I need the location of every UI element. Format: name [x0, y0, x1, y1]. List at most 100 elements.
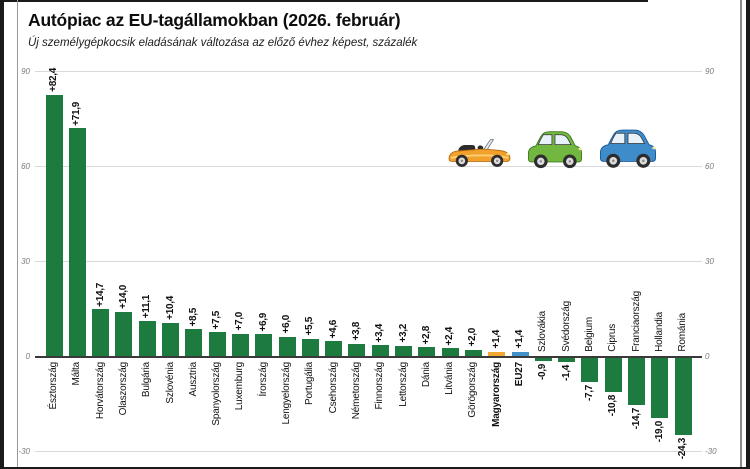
frame-right [746, 0, 750, 469]
y-axis-tick: -30 [705, 447, 717, 456]
bar-category-label: EU27 [514, 362, 525, 387]
bar-value-label: -14,7 [630, 407, 642, 429]
y-axis-tick: 30 [705, 257, 714, 266]
bar [348, 343, 366, 356]
bar-category-label: Magyarország [490, 362, 502, 427]
bar [92, 309, 110, 356]
bar-category-label: Németország [350, 362, 362, 420]
bar-value-label: +10,4 [164, 296, 176, 321]
gridline [35, 261, 702, 262]
bar-category-label: Szlovénia [164, 362, 176, 404]
bar-category-label: Portugália [304, 362, 316, 406]
bar [371, 345, 389, 356]
bar-category-label: Csehország [327, 362, 339, 414]
bar [45, 95, 63, 356]
bar-category-label: Románia [677, 313, 689, 352]
bar-category-label: Litvánia [444, 362, 456, 395]
bar-value-label: +3,4 [374, 323, 386, 343]
bar-category-label: Lettország [397, 362, 409, 407]
bar [604, 358, 622, 393]
bar [185, 329, 203, 356]
bar [441, 348, 459, 356]
bar [115, 311, 133, 356]
bar-category-label: Szlovákia [537, 311, 549, 352]
bar-value-label: +82,4 [48, 68, 59, 93]
frame-bottom [0, 467, 750, 469]
bar [68, 128, 86, 356]
gridline [35, 71, 702, 72]
bar-value-label: +8,5 [187, 307, 199, 327]
bar [581, 358, 599, 383]
bar [395, 345, 412, 356]
bar-value-label: -24,3 [677, 437, 689, 460]
bar-value-label: -1,4 [560, 365, 572, 382]
y-axis-tick: 0 [25, 352, 30, 361]
bar-category-label: Olaszország [117, 362, 129, 416]
bar-value-label: +2,8 [420, 325, 432, 345]
bar [301, 338, 319, 356]
bar [558, 358, 576, 363]
page-subtitle: Új személygépkocsik eladásának változása… [28, 37, 418, 49]
bar [651, 358, 669, 419]
bar-value-label: +14,7 [94, 282, 106, 307]
y-axis-tick: 90 [705, 67, 714, 76]
bar-category-label: Görögország [467, 362, 479, 418]
bar-category-label: Spanyolország [211, 362, 223, 426]
frame-left [0, 0, 4, 469]
bar-category-label: Dánia [420, 362, 432, 388]
bar-category-label: Franciaország [630, 291, 642, 352]
bar-category-label: Észtország [48, 362, 59, 410]
page-title: Autópiac az EU-tagállamokban (2026. febr… [28, 10, 401, 30]
y-axis-tick: 30 [21, 257, 30, 266]
bar-category-label: Horvátország [94, 362, 106, 420]
bar [278, 337, 296, 356]
bar [231, 333, 249, 356]
bar-value-label: +7,5 [211, 310, 223, 330]
bar [325, 341, 343, 356]
bar [138, 320, 156, 356]
bar-value-label: +11,1 [141, 294, 153, 318]
bar-category-label: Finnország [374, 362, 386, 410]
frame-left-inner [17, 0, 18, 469]
bar-value-label: -19,0 [653, 421, 665, 443]
bar [511, 351, 529, 356]
bar-value-label: -0,9 [537, 363, 549, 380]
bar-category-label: Ciprus [607, 324, 619, 352]
y-axis-tick: -30 [18, 447, 30, 456]
bar [628, 358, 645, 405]
bar [162, 323, 179, 356]
bar-category-label: Írország [257, 362, 269, 397]
bar-category-label: Belgium [583, 317, 595, 352]
bar-value-label: +1,4 [514, 330, 525, 349]
bar-category-label: Luxemburg [234, 362, 246, 411]
bar-value-label: +5,5 [304, 317, 316, 336]
bar-value-label: +4,6 [327, 319, 339, 339]
y-axis-tick: 90 [21, 67, 30, 76]
bar [208, 332, 226, 356]
bar [534, 358, 552, 361]
bar-category-label: Svédország [560, 301, 572, 352]
x-axis-line [35, 356, 702, 358]
bar-category-label: Bulgária [141, 362, 153, 398]
bar [464, 349, 482, 356]
bar-category-label: Ausztria [187, 362, 199, 397]
bar-value-label: +14,0 [117, 284, 129, 309]
bar-value-label: -7,7 [583, 385, 595, 402]
bar-value-label: +1,4 [490, 330, 502, 349]
bar [255, 334, 273, 356]
bar [418, 347, 436, 356]
bar-category-label: Málta [71, 362, 83, 386]
frame-top [0, 0, 648, 2]
y-axis-tick: 60 [21, 162, 30, 171]
bar-value-label: +2,4 [444, 326, 456, 346]
bar-value-label: -10,8 [607, 395, 619, 417]
y-axis-tick: 60 [705, 162, 714, 171]
bar-value-label: +3,2 [397, 324, 409, 343]
bar-value-label: +71,9 [71, 101, 83, 126]
bar-category-label: Hollandia [653, 312, 665, 352]
gridline [35, 166, 702, 167]
bar-value-label: +7,0 [234, 312, 246, 331]
bar [674, 358, 692, 435]
bar-value-label: +6,0 [281, 315, 292, 334]
